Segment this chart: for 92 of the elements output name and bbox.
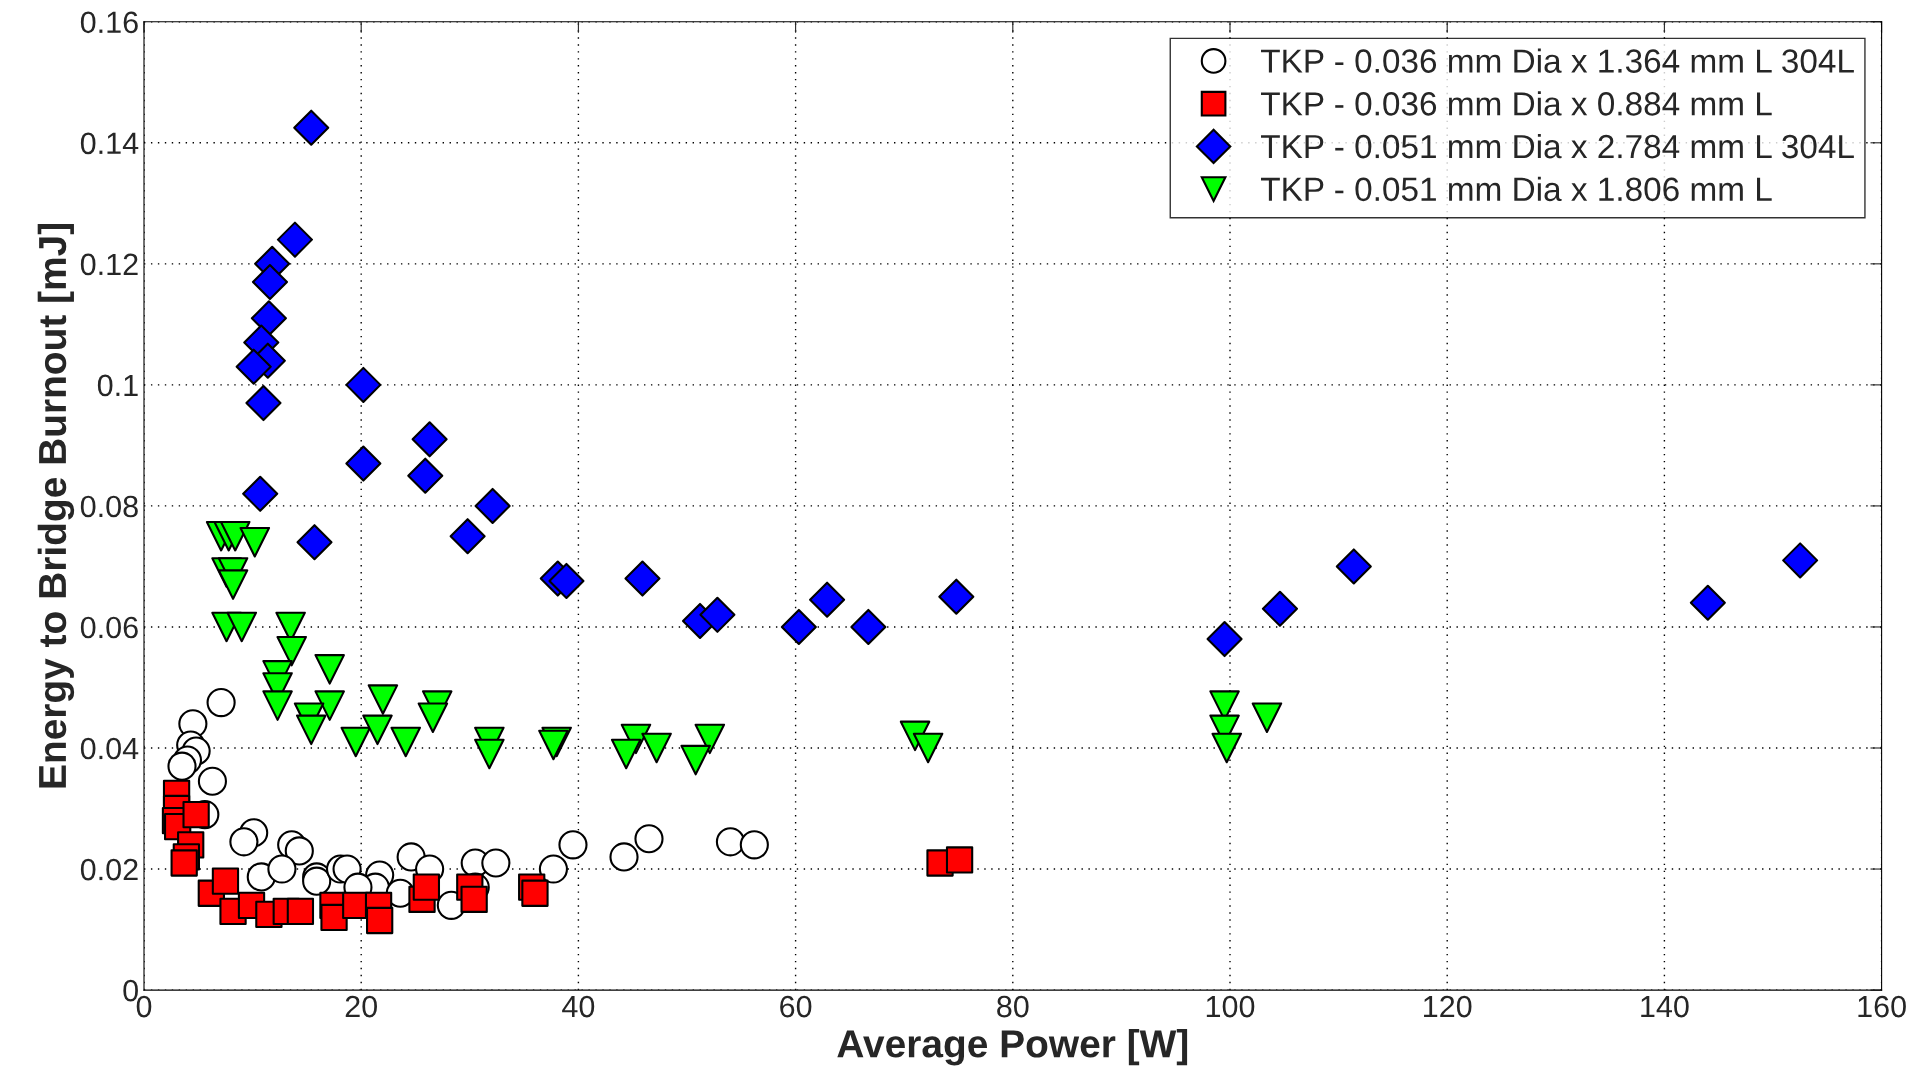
y-tick-label: 0.04 bbox=[80, 737, 139, 760]
y-axis-title: Energy to Bridge Burnout [mJ] bbox=[37, 223, 75, 788]
point bbox=[558, 830, 588, 860]
point bbox=[538, 854, 568, 884]
point bbox=[340, 726, 372, 758]
y-tick-label: 0.02 bbox=[80, 858, 138, 881]
point bbox=[293, 109, 330, 146]
x-tick-label: 120 bbox=[1424, 995, 1472, 1018]
y-tick-label: 0 bbox=[123, 979, 138, 1002]
point bbox=[641, 732, 672, 764]
point bbox=[481, 848, 511, 878]
point bbox=[680, 744, 711, 776]
point bbox=[548, 562, 585, 600]
y-tick-label: 0.06 bbox=[80, 616, 138, 639]
point bbox=[245, 384, 282, 422]
point bbox=[182, 800, 210, 829]
point bbox=[1206, 621, 1243, 658]
point bbox=[449, 518, 486, 555]
point bbox=[217, 569, 249, 600]
point bbox=[699, 596, 736, 633]
point bbox=[609, 842, 639, 872]
x-tick-label: 20 bbox=[345, 995, 377, 1018]
legend-label: TKP - 0.051 mm Dia x 2.784 mm L 304L bbox=[1261, 133, 1854, 159]
x-tick-label: 40 bbox=[562, 995, 595, 1018]
y-tick-label: 0.12 bbox=[80, 253, 138, 276]
point bbox=[314, 690, 345, 721]
point bbox=[197, 766, 227, 796]
x-tick-label: 160 bbox=[1858, 995, 1906, 1018]
point bbox=[296, 524, 333, 561]
point bbox=[945, 846, 974, 874]
point bbox=[286, 897, 315, 926]
point bbox=[938, 578, 975, 615]
x-tick-label: 60 bbox=[780, 995, 812, 1018]
point bbox=[170, 849, 198, 877]
point bbox=[474, 487, 511, 524]
x-tick-label: 80 bbox=[997, 995, 1029, 1018]
legend-label: TKP - 0.036 mm Dia x 0.884 mm L bbox=[1261, 91, 1772, 116]
point bbox=[276, 635, 307, 667]
point bbox=[912, 732, 944, 764]
x-axis-title: Average Power [W] bbox=[837, 1028, 1188, 1066]
legend-label: TKP - 0.051 mm Dia x 1.806 mm L bbox=[1261, 176, 1772, 202]
point bbox=[390, 726, 421, 758]
point bbox=[251, 263, 289, 301]
point bbox=[1251, 702, 1283, 734]
point bbox=[219, 520, 251, 552]
point bbox=[1261, 590, 1299, 627]
point bbox=[284, 836, 314, 866]
point bbox=[780, 608, 817, 646]
point bbox=[211, 867, 240, 895]
point bbox=[250, 300, 287, 337]
point bbox=[407, 457, 444, 494]
point bbox=[634, 824, 664, 854]
legend-label: TKP - 0.036 mm Dia x 1.364 mm L 304L bbox=[1261, 48, 1854, 73]
point bbox=[474, 738, 505, 770]
point bbox=[411, 421, 448, 458]
point bbox=[226, 611, 258, 643]
point bbox=[242, 475, 279, 512]
point bbox=[1335, 548, 1372, 585]
point bbox=[295, 714, 327, 746]
point bbox=[610, 738, 642, 770]
y-tick-label: 0.1 bbox=[97, 374, 138, 397]
point bbox=[239, 526, 271, 558]
point bbox=[167, 751, 197, 781]
point bbox=[362, 714, 393, 746]
x-tick-label: 140 bbox=[1641, 995, 1689, 1018]
point bbox=[267, 854, 297, 884]
point bbox=[624, 560, 661, 597]
point bbox=[262, 690, 293, 721]
point bbox=[809, 581, 846, 618]
point bbox=[715, 827, 746, 857]
point bbox=[1782, 542, 1819, 579]
point bbox=[367, 684, 399, 715]
y-tick-label: 0.08 bbox=[80, 495, 138, 518]
x-tick-label: 100 bbox=[1206, 995, 1255, 1018]
point bbox=[229, 827, 259, 857]
point bbox=[694, 723, 726, 755]
point bbox=[345, 445, 382, 482]
point bbox=[739, 830, 769, 860]
point bbox=[417, 702, 449, 734]
point bbox=[412, 873, 441, 901]
point bbox=[345, 366, 382, 403]
point bbox=[1689, 584, 1726, 621]
point bbox=[206, 688, 236, 718]
point bbox=[521, 879, 549, 907]
point bbox=[276, 221, 313, 258]
point bbox=[850, 608, 887, 646]
y-tick-label: 0.14 bbox=[80, 132, 139, 155]
point bbox=[235, 348, 272, 385]
y-tick-label: 0.16 bbox=[80, 11, 138, 34]
point bbox=[366, 906, 394, 935]
point bbox=[1211, 732, 1243, 764]
point bbox=[314, 654, 345, 685]
